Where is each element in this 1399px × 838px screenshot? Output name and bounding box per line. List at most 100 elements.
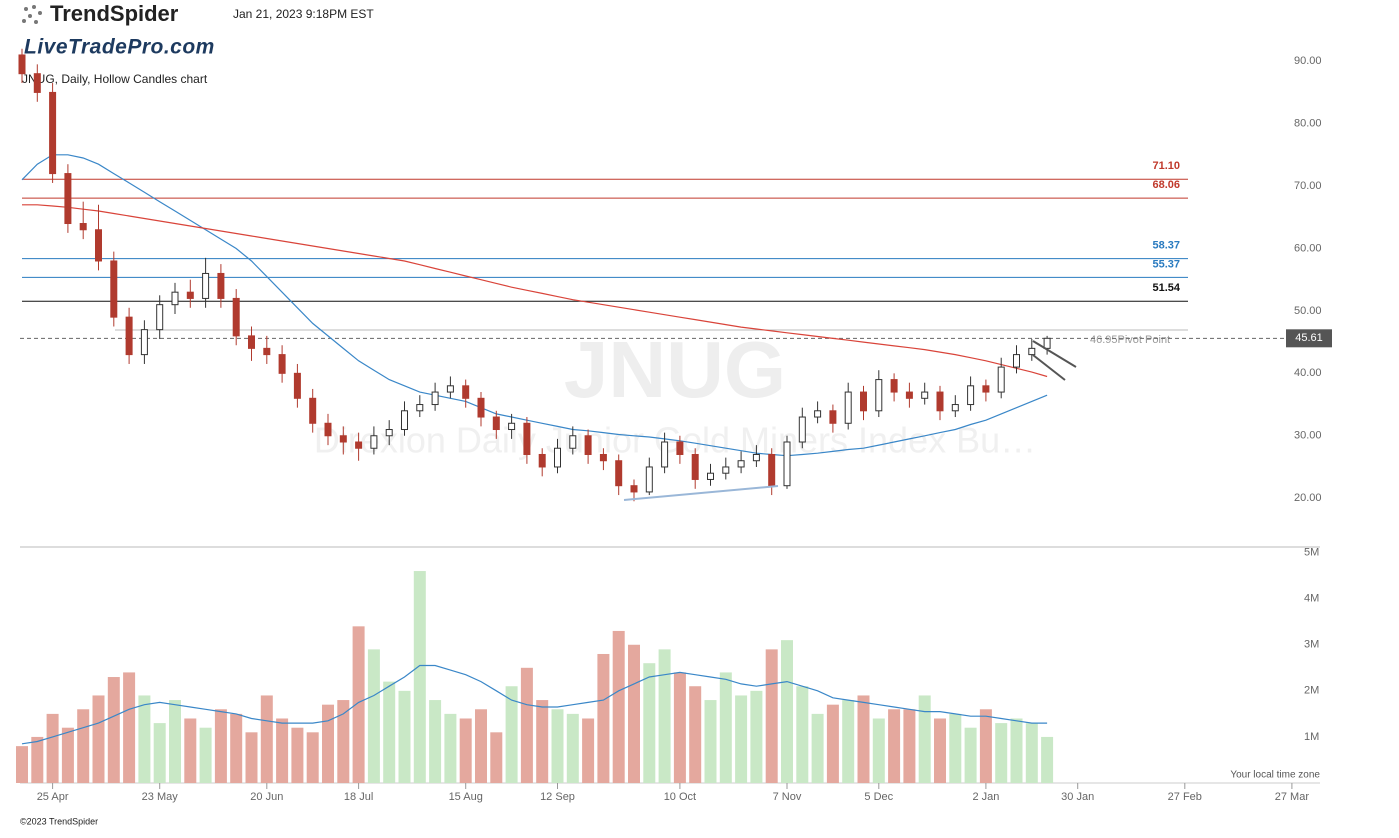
candle-body	[263, 347, 271, 356]
candle-body	[783, 441, 791, 487]
volume-bar	[765, 649, 778, 783]
volume-bar	[429, 700, 442, 783]
volume-bar	[153, 723, 166, 783]
level-label: 58.37	[1152, 240, 1180, 252]
volume-bar	[934, 718, 946, 783]
level-label: 68.06	[1152, 179, 1180, 191]
candle-body	[921, 391, 929, 399]
candle-body	[569, 435, 577, 449]
volume-bar	[566, 713, 579, 783]
candle-body	[1013, 354, 1020, 368]
candle-body	[630, 485, 638, 493]
candle-body	[982, 385, 990, 393]
volume-bar	[352, 626, 365, 783]
candle-body	[477, 397, 485, 418]
candle-body	[905, 391, 913, 399]
candle-body	[186, 291, 194, 299]
candle-body	[875, 379, 883, 412]
moving-average	[22, 204, 1048, 378]
x-tick-label: 2 Jan	[972, 791, 999, 803]
y-tick-label: 50.00	[1294, 305, 1322, 317]
chart-title: JNUG, Daily, Hollow Candles chart	[22, 72, 208, 86]
moving-average	[21, 154, 1048, 457]
volume-bar	[735, 695, 748, 783]
volume-bar	[107, 677, 120, 783]
level-label: 51.54	[1152, 282, 1180, 294]
volume-bar	[413, 571, 426, 783]
volume-bar	[123, 672, 136, 783]
volume-bar	[138, 695, 151, 783]
candle-body	[1043, 337, 1051, 349]
last-price-label: 45.61	[1295, 332, 1323, 344]
volume-bar	[781, 640, 793, 783]
volume-bar	[918, 695, 931, 783]
volume-bar	[46, 713, 59, 783]
volume-bar	[245, 732, 258, 783]
candle-body	[95, 229, 102, 262]
candle-body	[446, 385, 454, 393]
volume-bar	[582, 718, 595, 783]
volume-bar	[276, 718, 289, 783]
volume-tick-label: 5M	[1304, 547, 1319, 559]
candle-body	[997, 366, 1005, 393]
pivot-text: Pivot Point	[1118, 334, 1171, 346]
candle-body	[768, 453, 776, 487]
candle-body	[752, 453, 760, 462]
volume-tick-label: 1M	[1304, 731, 1319, 743]
volume-bar	[842, 700, 855, 783]
volume-tick-label: 4M	[1304, 593, 1319, 605]
symbol-watermark: JNUG	[564, 325, 786, 414]
level-label: 71.10	[1152, 160, 1180, 172]
candle-body	[492, 416, 500, 431]
candle-body	[125, 316, 133, 356]
volume-bar	[750, 690, 763, 783]
y-tick-label: 60.00	[1294, 242, 1322, 254]
candle-body	[860, 391, 867, 412]
pivot-label: 46.95Pivot Point	[1090, 334, 1170, 346]
logo-icon	[22, 5, 42, 24]
volume-bar	[719, 672, 732, 783]
x-tick-label: 23 May	[142, 791, 179, 803]
volume-bar	[995, 723, 1008, 783]
volume-bar	[811, 713, 824, 783]
timezone-note: Your local time zone	[1230, 770, 1320, 781]
timestamp: Jan 21, 2023 9:18PM EST	[233, 7, 374, 21]
candle-body	[385, 429, 393, 437]
x-tick-label: 20 Jun	[250, 791, 283, 803]
candle-body	[324, 422, 332, 437]
candle-body	[798, 416, 806, 443]
y-tick-label: 80.00	[1294, 118, 1322, 130]
volume-bar	[322, 704, 334, 783]
volume-bar	[398, 690, 411, 783]
plot: 20.00 30.00 40.00 50.00 60.00 70.00 80.00 90.00…	[16, 48, 1332, 803]
candle-body	[339, 435, 347, 443]
pivot-value: 46.95	[1090, 334, 1118, 346]
candle-body	[462, 385, 470, 399]
candle-body	[1028, 347, 1036, 356]
volume-bar	[689, 686, 702, 783]
volume-bar	[230, 713, 243, 783]
candle-body	[217, 272, 225, 299]
volume-bar	[337, 700, 350, 783]
volume-bar	[964, 727, 977, 783]
candle-body	[554, 447, 561, 468]
candle-body	[140, 329, 148, 356]
volume-bar	[77, 709, 90, 783]
volume-bar	[612, 630, 625, 783]
volume-bar	[1041, 736, 1054, 783]
candle-body	[202, 272, 210, 299]
volume-bar	[31, 736, 44, 783]
candle-body	[110, 260, 118, 318]
candle-body	[615, 460, 623, 487]
candle-body	[844, 391, 852, 424]
x-tick-label: 27 Feb	[1168, 791, 1202, 803]
volume-bar	[169, 700, 181, 783]
candle-body	[936, 391, 944, 412]
candle-body	[401, 410, 408, 431]
volume-bar	[949, 713, 962, 783]
volume-bar	[367, 649, 380, 783]
candle-body	[676, 441, 684, 455]
candle-body	[370, 435, 378, 449]
candle-body	[814, 410, 822, 418]
